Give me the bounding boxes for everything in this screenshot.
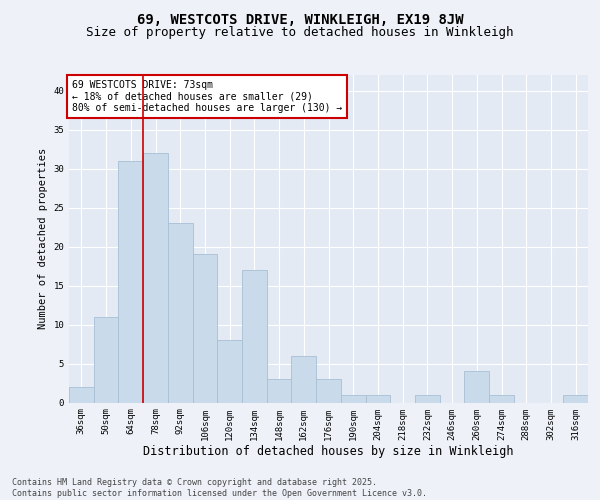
Text: Contains HM Land Registry data © Crown copyright and database right 2025.
Contai: Contains HM Land Registry data © Crown c…: [12, 478, 427, 498]
Bar: [143, 153, 168, 402]
Bar: [267, 379, 292, 402]
Bar: [341, 394, 365, 402]
Bar: [217, 340, 242, 402]
Bar: [242, 270, 267, 402]
Y-axis label: Number of detached properties: Number of detached properties: [38, 148, 48, 330]
Bar: [292, 356, 316, 403]
Text: 69 WESTCOTS DRIVE: 73sqm
← 18% of detached houses are smaller (29)
80% of semi-d: 69 WESTCOTS DRIVE: 73sqm ← 18% of detach…: [71, 80, 342, 113]
Bar: [316, 379, 341, 402]
Bar: [168, 223, 193, 402]
Bar: [193, 254, 217, 402]
Bar: [365, 394, 390, 402]
Bar: [563, 394, 588, 402]
Bar: [118, 161, 143, 402]
Bar: [69, 387, 94, 402]
Bar: [489, 394, 514, 402]
Text: 69, WESTCOTS DRIVE, WINKLEIGH, EX19 8JW: 69, WESTCOTS DRIVE, WINKLEIGH, EX19 8JW: [137, 12, 463, 26]
Bar: [94, 316, 118, 402]
Bar: [415, 394, 440, 402]
Bar: [464, 372, 489, 402]
X-axis label: Distribution of detached houses by size in Winkleigh: Distribution of detached houses by size …: [143, 445, 514, 458]
Text: Size of property relative to detached houses in Winkleigh: Size of property relative to detached ho…: [86, 26, 514, 39]
